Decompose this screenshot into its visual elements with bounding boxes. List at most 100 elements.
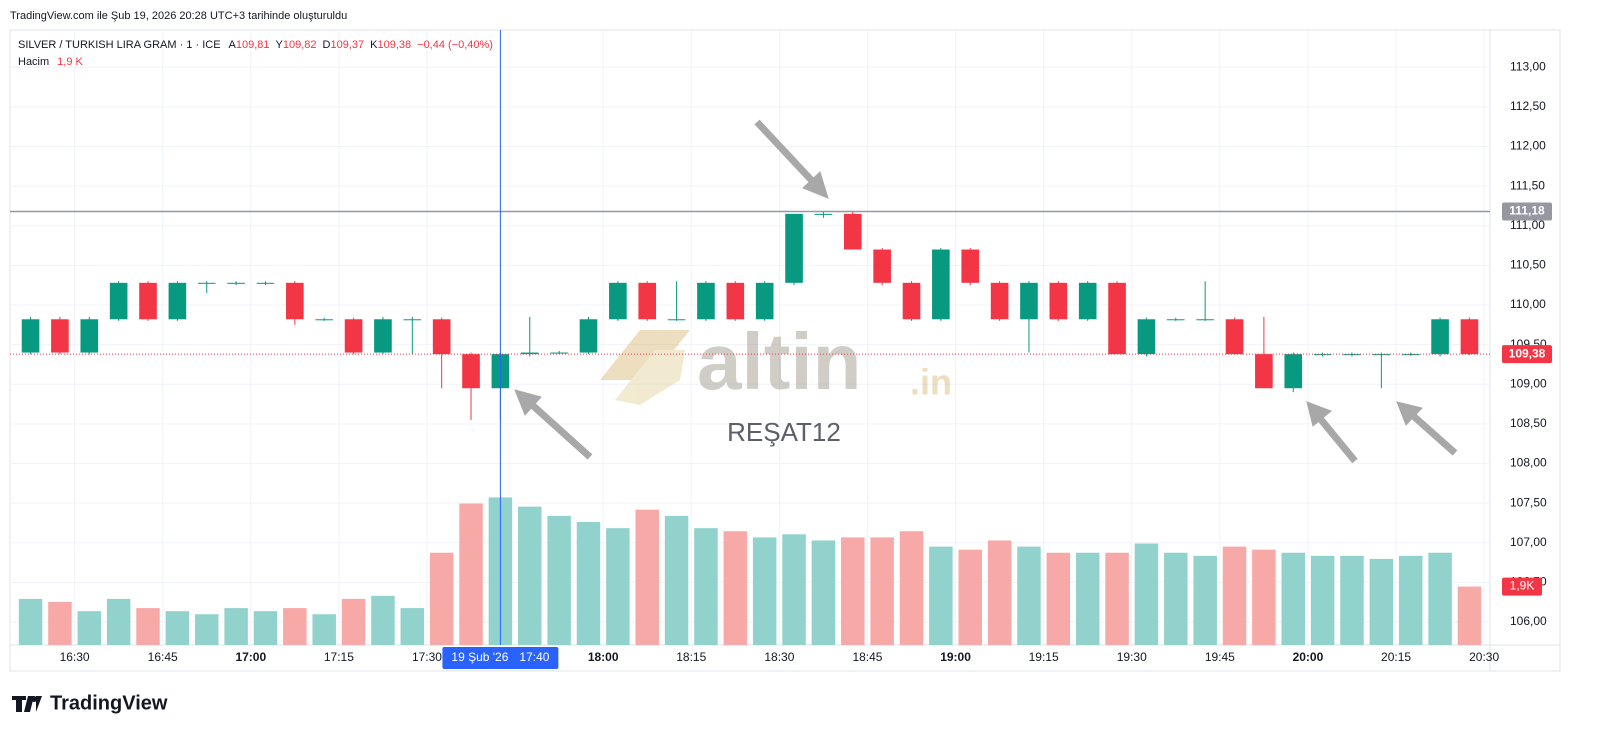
- x-tick-label: 17:15: [324, 650, 354, 664]
- candle-body: [1078, 282, 1097, 320]
- volume-bar: [1340, 555, 1364, 645]
- arrow: [527, 400, 593, 460]
- arrow: [1315, 413, 1358, 464]
- candle-body: [51, 319, 69, 353]
- y-tick-label: 109,00: [1510, 376, 1547, 390]
- price-badge-label: 109,38: [1509, 346, 1546, 360]
- candle-body: [1049, 282, 1068, 320]
- y-tick-label: 111,50: [1510, 178, 1545, 192]
- x-tick-label: 16:45: [148, 650, 178, 664]
- y-tick-label: 107,00: [1510, 535, 1547, 549]
- change: −0,44 (−0,40%): [417, 39, 493, 51]
- ohlc-label: D: [323, 39, 331, 51]
- x-tick-label: 18:15: [676, 650, 706, 664]
- candle-body: [109, 282, 128, 320]
- candle-body: [286, 282, 304, 320]
- x-tick-label: 19:45: [1205, 650, 1235, 664]
- y-tick-label: 113,00: [1510, 59, 1546, 73]
- volume-bar: [1222, 546, 1247, 645]
- y-tick-label: 108,50: [1510, 416, 1547, 430]
- volume-bar: [400, 608, 425, 645]
- candle-body: [697, 282, 715, 320]
- volume-badge-label: 1,9K: [1510, 579, 1535, 593]
- x-tick-label: 17:30: [412, 650, 442, 664]
- plot: [18, 211, 1482, 645]
- candle-body: [374, 319, 392, 353]
- volume-bar: [1164, 552, 1188, 645]
- volume-badge: [1502, 577, 1542, 596]
- symbol: SILVER / TURKISH LIRA GRAM · 1 · ICE A109…: [18, 39, 493, 51]
- watermark-brand: altin: [697, 317, 861, 406]
- ohlc-value: 109,37: [330, 39, 364, 51]
- candle-body: [990, 282, 1009, 320]
- arrow-head: [1396, 401, 1423, 426]
- candle-body: [520, 352, 539, 355]
- volume-bar: [459, 503, 483, 645]
- ohlc-value: 109,38: [377, 39, 411, 51]
- arrows: [514, 119, 1458, 464]
- chart-frame: [9, 29, 1561, 672]
- x-tick-label: 18:00: [588, 650, 619, 664]
- volume-bar: [1134, 543, 1159, 645]
- watermark-suffix: .in: [910, 362, 952, 403]
- x-tick-label: 20:00: [1293, 650, 1324, 664]
- volume-bar: [341, 598, 366, 645]
- x-tick-label: 19:30: [1117, 650, 1147, 664]
- volume-bar: [312, 614, 336, 645]
- candle-body: [609, 282, 627, 320]
- y-tick-label: 110,00: [1510, 297, 1546, 311]
- ohlc-label: K: [370, 39, 378, 51]
- volume-bar: [1281, 552, 1305, 645]
- ohlc-label: Y: [276, 39, 284, 51]
- candle-body: [638, 282, 657, 320]
- volume-bar: [1105, 552, 1129, 645]
- volume-bar: [694, 528, 718, 645]
- volume-bar: [1193, 555, 1217, 645]
- volume-bar: [18, 598, 43, 645]
- x-tick-label: 19:00: [940, 650, 971, 664]
- price-badge: [1502, 345, 1552, 364]
- volume-bar: [77, 611, 102, 645]
- y-tick-label: 112,00: [1510, 139, 1546, 153]
- volume-bar: [518, 506, 542, 645]
- candle-body: [814, 213, 833, 215]
- x-tick-label: 20:15: [1381, 650, 1411, 664]
- y-tick-label: 106,00: [1510, 614, 1547, 628]
- symbol-name: SILVER / TURKISH LIRA GRAM · 1 · ICE: [18, 39, 221, 51]
- volume-bar: [1310, 555, 1335, 645]
- volume-bar: [547, 515, 571, 645]
- volume-bar: [136, 608, 160, 645]
- candle-body: [227, 282, 245, 284]
- volume-bar: [1457, 586, 1482, 645]
- volume-bar: [1398, 555, 1423, 645]
- volume-bar: [576, 522, 601, 645]
- candle-body: [1255, 354, 1273, 389]
- candle-body: [1313, 354, 1332, 356]
- price-badge: [1502, 202, 1552, 221]
- candle-body: [403, 319, 422, 321]
- watermark-user: REŞAT12: [727, 417, 841, 447]
- x-tick-label: 20:30: [1469, 650, 1499, 664]
- y-tick-label: 112,50: [1510, 99, 1546, 113]
- candle-body: [1225, 319, 1244, 355]
- x-tick-label: 17:00: [235, 650, 266, 664]
- candle-body: [462, 354, 480, 389]
- candle-body: [755, 282, 774, 320]
- crosshair-badge: [442, 647, 559, 669]
- candle-body: [21, 319, 40, 353]
- volume-bar: [1017, 546, 1041, 645]
- y-tick-label: 110,50: [1510, 258, 1546, 272]
- ohlc-value: 109,82: [283, 39, 317, 51]
- footer-brand: TradingView: [50, 692, 168, 714]
- x-tick-label: 19:15: [1029, 650, 1059, 664]
- ohlc-value: 109,81: [236, 39, 270, 51]
- volume-bar: [1428, 552, 1452, 645]
- volume-bar: [224, 608, 248, 645]
- volume-bar: [195, 614, 219, 645]
- candle-body: [1284, 354, 1303, 389]
- watermark-logo: [600, 330, 690, 380]
- candle-body: [873, 249, 891, 283]
- candle-body: [726, 282, 745, 320]
- volume-bar: [752, 537, 777, 645]
